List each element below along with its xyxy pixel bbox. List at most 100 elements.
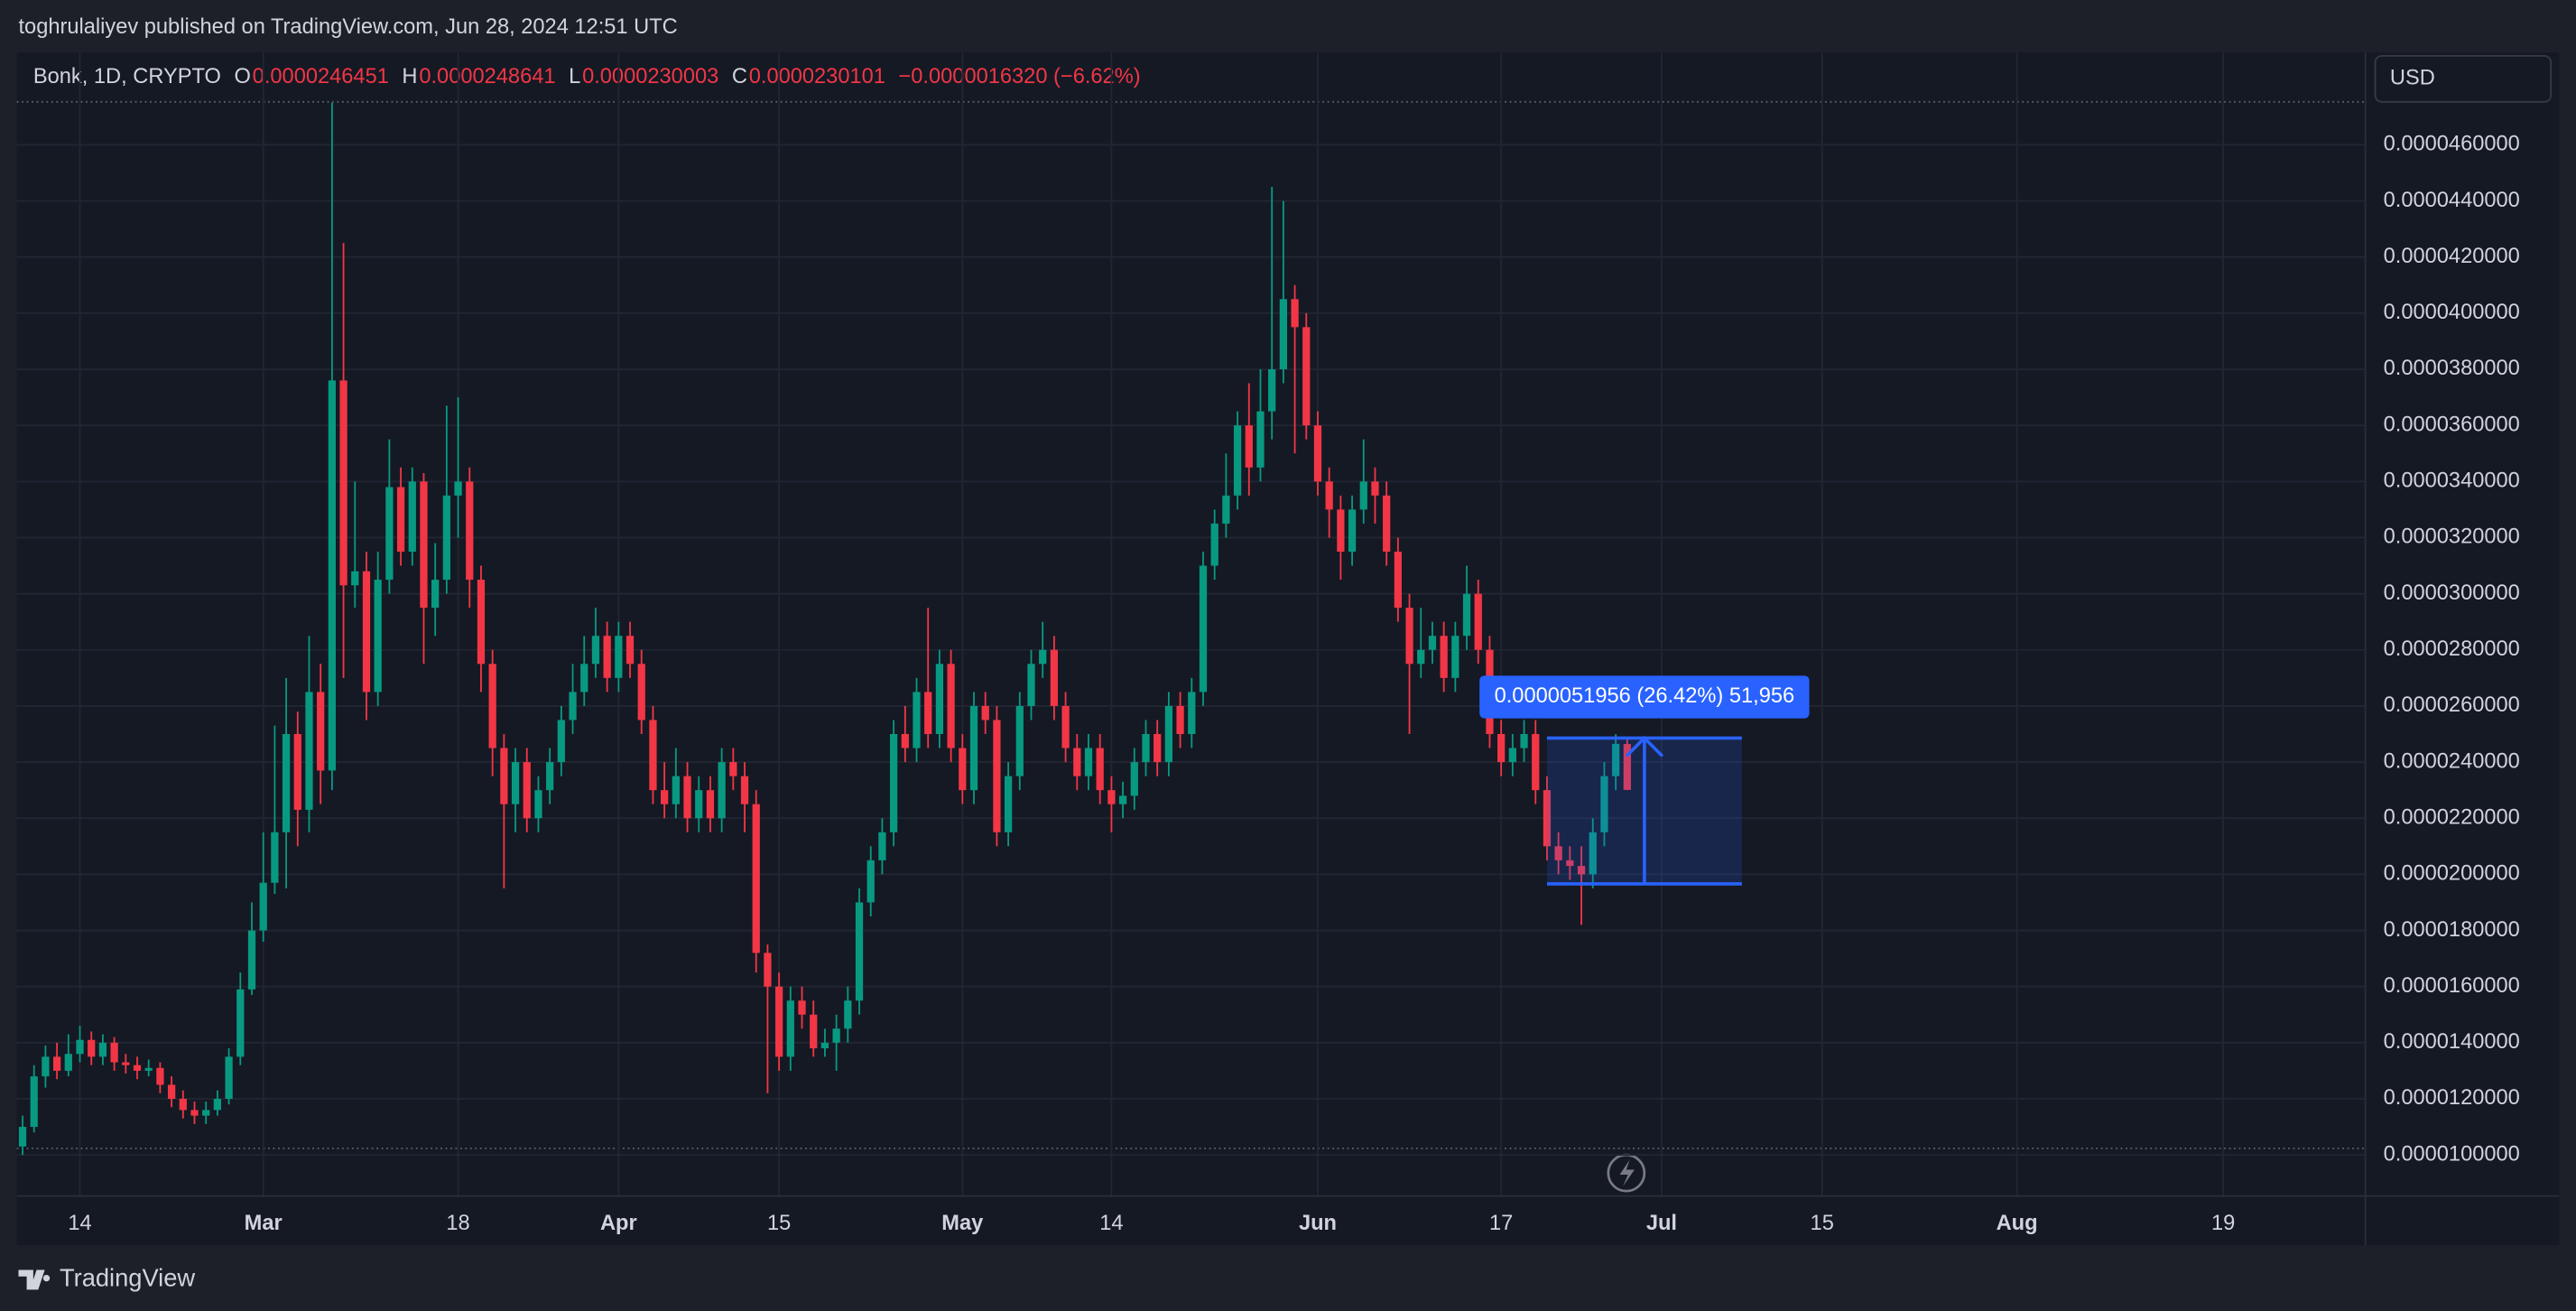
- candle-body: [1383, 495, 1391, 552]
- candle-body: [1015, 705, 1024, 776]
- candle-body: [569, 692, 577, 721]
- candle-body: [442, 495, 450, 581]
- chart-pane: [16, 52, 2560, 1246]
- candle-body: [1061, 705, 1070, 748]
- y-tick-label: 0.0000180000: [2384, 918, 2520, 942]
- candle-body: [1291, 299, 1299, 328]
- candle-body: [591, 636, 600, 665]
- candle-body: [810, 1014, 818, 1049]
- candle-body: [615, 636, 623, 678]
- candle-body: [557, 720, 565, 763]
- y-tick-label: 0.0000300000: [2384, 581, 2520, 605]
- candle-body: [76, 1039, 84, 1055]
- legend-c-label: C: [732, 65, 747, 88]
- candle-body: [1474, 593, 1482, 650]
- candle-body: [477, 580, 486, 665]
- candle-body: [546, 762, 554, 791]
- y-tick-label: 0.0000440000: [2384, 189, 2520, 212]
- y-tick-label: 0.0000400000: [2384, 301, 2520, 324]
- candle-body: [1428, 636, 1437, 650]
- candle-body: [64, 1054, 72, 1071]
- candle-body: [1508, 748, 1516, 763]
- candle-body: [156, 1067, 164, 1085]
- candle-body: [1256, 411, 1265, 468]
- candle-body: [775, 986, 783, 1057]
- candle-body: [969, 705, 978, 791]
- legend: Bonk, 1D, CRYPTO O 0.0000246451 H 0.00002486…: [33, 65, 1141, 88]
- candle-body: [1118, 795, 1127, 804]
- y-tick-label: 0.0000200000: [2384, 862, 2520, 886]
- candle-body: [1417, 649, 1425, 665]
- candle-body: [339, 380, 347, 586]
- currency-button[interactable]: [2374, 54, 2553, 103]
- candle-body: [855, 902, 864, 1001]
- candle-body: [764, 953, 772, 987]
- legend-h-label: H: [402, 65, 417, 88]
- measure-label-text: 0.0000051956 (26.42%) 51,956: [1495, 684, 1795, 708]
- candle-body: [420, 481, 428, 609]
- candle-body: [511, 762, 520, 804]
- candle-body: [52, 1056, 61, 1071]
- candle-body: [1313, 425, 1322, 482]
- candle-body: [1589, 832, 1597, 875]
- candle-body: [1577, 866, 1586, 875]
- currency[interactable]: USD: [2390, 67, 2435, 90]
- candle-body: [672, 776, 680, 804]
- candle-body: [729, 762, 737, 776]
- candle-body: [1451, 636, 1459, 678]
- candle-body: [1004, 776, 1013, 832]
- candle-body: [1462, 593, 1471, 637]
- candle-body: [408, 481, 416, 552]
- candle-body: [30, 1076, 38, 1128]
- candle-body: [1497, 733, 1506, 763]
- candle-body: [878, 832, 886, 860]
- candle-body: [18, 1127, 27, 1147]
- candle-body: [1245, 425, 1253, 468]
- candle-body: [832, 1028, 840, 1043]
- lightning: [1619, 1159, 1635, 1186]
- measure-arrowhead: [1625, 735, 1664, 758]
- candle-body: [706, 790, 715, 819]
- candle-body: [1612, 743, 1620, 776]
- candle-body: [1164, 705, 1173, 763]
- measure-label-bg: [1479, 675, 1810, 719]
- y-tick-label: 0.0000360000: [2384, 413, 2520, 436]
- candle-body: [431, 580, 440, 609]
- candle-body: [1268, 368, 1276, 412]
- candle-body: [637, 664, 645, 721]
- x-tick-label: Jul: [1646, 1212, 1677, 1235]
- candle-body: [1532, 733, 1540, 791]
- x-tick-label: 15: [1811, 1212, 1834, 1235]
- candle-body: [866, 860, 875, 903]
- candle-body: [167, 1084, 176, 1099]
- y-tick-label: 0.0000260000: [2384, 693, 2520, 717]
- candle-body: [1348, 509, 1357, 552]
- y-tick-label: 0.0000140000: [2384, 1030, 2520, 1054]
- candle-body: [271, 832, 279, 883]
- legend-h: 0.0000248641: [419, 65, 555, 88]
- candle-body: [98, 1042, 107, 1057]
- candle-body: [1050, 649, 1059, 706]
- candle-body: [88, 1039, 96, 1057]
- candle-body: [1279, 299, 1287, 369]
- y-tick-label: 0.0000280000: [2384, 637, 2520, 661]
- candle-body: [523, 762, 531, 819]
- candle-body: [259, 882, 267, 931]
- candle-body: [661, 790, 669, 804]
- x-tick-label: 15: [767, 1212, 791, 1235]
- candle-body: [1543, 790, 1552, 847]
- publisher: toghrulaliyev published on TradingView.c…: [18, 15, 677, 39]
- candle-body: [820, 1042, 829, 1049]
- candle-body: [293, 733, 301, 810]
- legend-o-label: O: [234, 65, 250, 88]
- candle-body: [1073, 748, 1081, 776]
- candle-body: [901, 733, 909, 748]
- legend-l-label: L: [569, 65, 580, 88]
- candle-body: [225, 1056, 233, 1099]
- legend-l: 0.0000230003: [582, 65, 718, 88]
- candle-body: [1210, 523, 1219, 566]
- y-tick-label: 0.0000160000: [2384, 974, 2520, 998]
- candle-body: [190, 1110, 199, 1116]
- candle-body: [500, 748, 508, 804]
- candle-body: [752, 804, 760, 953]
